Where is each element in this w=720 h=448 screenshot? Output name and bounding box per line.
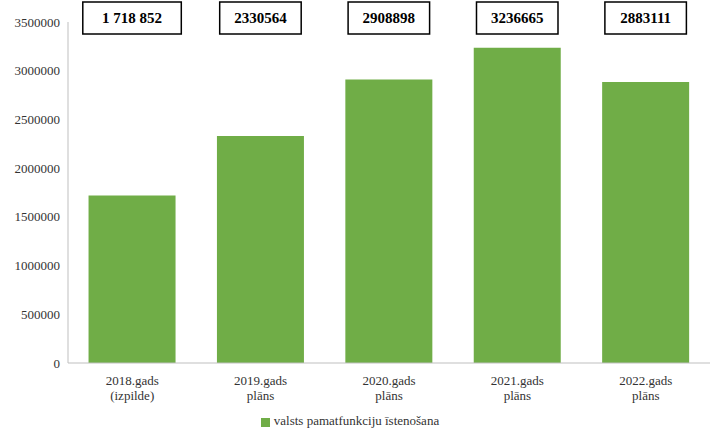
svg-text:1 718 852: 1 718 852	[102, 10, 162, 26]
svg-text:3000000: 3000000	[15, 63, 61, 78]
svg-text:2021.gadsplāns: 2021.gadsplāns	[491, 373, 544, 403]
svg-text:2018.gads(izpilde): 2018.gads(izpilde)	[106, 373, 159, 403]
html-text:valsts pamatfunkciju īstenošan: valsts pamatfunkciju īstenošana	[273, 413, 440, 428]
svg-text:2908898: 2908898	[363, 10, 416, 26]
svg-text:2000000: 2000000	[15, 161, 61, 176]
svg-text:2883111: 2883111	[620, 10, 671, 26]
svg-text:2019.gadsplāns: 2019.gadsplāns	[234, 373, 287, 403]
svg-text:1500000: 1500000	[15, 209, 61, 224]
svg-text:2020.gadsplāns: 2020.gadsplāns	[362, 373, 415, 403]
svg-text:2022.gadsplāns: 2022.gadsplāns	[619, 373, 672, 403]
svg-text:2500000: 2500000	[15, 112, 61, 127]
svg-text:2330564: 2330564	[234, 10, 287, 26]
svg-text:3236665: 3236665	[491, 10, 544, 26]
svg-text:0: 0	[54, 356, 61, 371]
svg-text:3500000: 3500000	[15, 15, 61, 30]
svg-text:500000: 500000	[21, 307, 60, 322]
svg-text:1000000: 1000000	[15, 258, 61, 273]
